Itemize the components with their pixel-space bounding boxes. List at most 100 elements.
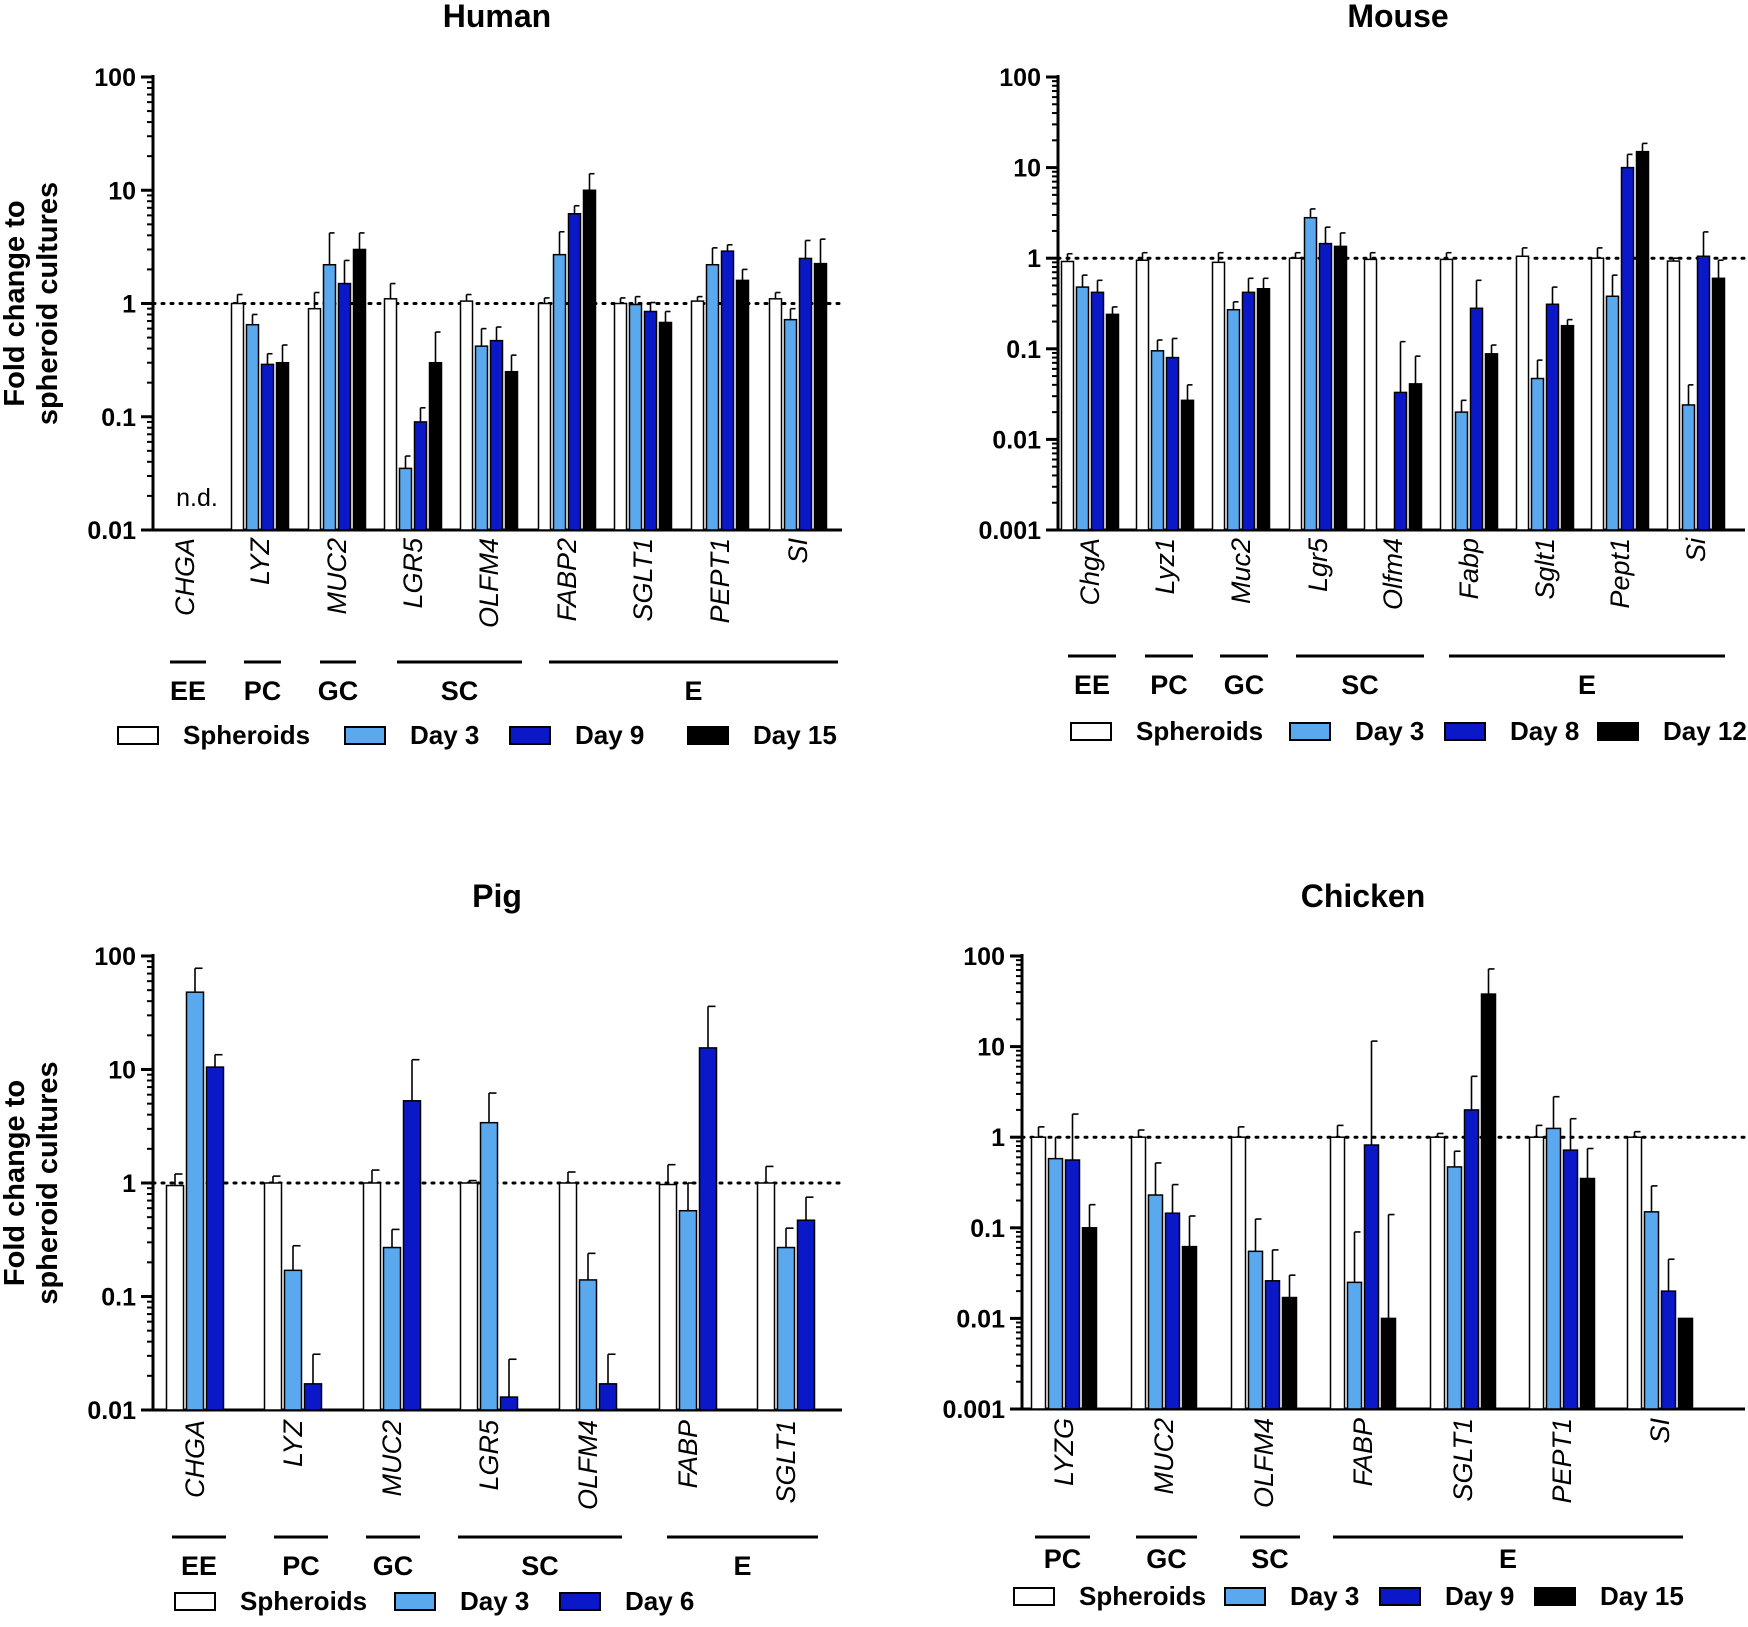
bar-day-3 [1530,377,1545,531]
legend-label: Day 12 [1663,716,1747,746]
bar-day-3 [1147,1194,1164,1410]
y-axis-label-line1: Fold change to [0,1080,31,1286]
bar-day-12 [1180,399,1195,531]
bar-day-3 [1605,295,1620,531]
category-label: Si [1681,537,1711,562]
legend-label: Day 3 [410,720,479,750]
bar-spheroids [558,1182,578,1411]
group-label: GC [318,676,359,706]
bar-day-8 [1090,291,1105,531]
category-label: PEPT1 [1547,1418,1577,1504]
bar-day-15 [1677,1317,1694,1410]
bar-spheroids [459,300,474,531]
bar-day-12 [1333,245,1348,531]
bar-day-12 [1408,383,1423,531]
y-tick-label: 10 [1013,155,1041,183]
category-label: ChgA [1075,538,1105,606]
bar-spheroids [383,298,398,531]
y-tick-label: 1 [991,1124,1005,1152]
bar-day-15 [1380,1317,1397,1410]
chart-title: Pig [472,878,522,914]
bar-day-9 [798,257,813,531]
bar-spheroids [756,1182,776,1411]
bar-day-12 [1560,324,1575,531]
y-tick-label: 1 [122,1170,136,1198]
bar-spheroids [1130,1136,1147,1410]
category-label: MUC2 [322,538,352,615]
legend-swatch-day-3 [1289,722,1331,741]
group-label: E [733,1551,751,1581]
bar-day-3 [1545,1127,1562,1410]
bar-day-3 [1047,1157,1064,1410]
legend-label: Day 9 [1445,1581,1514,1611]
bar-day-6 [205,1066,225,1411]
legend-swatch-day-15 [687,726,729,745]
bar-day-12 [1484,353,1499,531]
bar-day-8 [1165,356,1180,531]
y-tick-label: 0.1 [101,1284,136,1312]
category-label: FABP [673,1420,703,1489]
group-label: PC [282,1551,320,1581]
category-label: Fabp [1454,538,1484,600]
bar-spheroids [613,302,628,531]
chart-title: Mouse [1347,0,1448,34]
bar-day-3 [1346,1281,1363,1410]
category-label: CHGA [180,1420,210,1498]
bar-day-3 [1446,1166,1463,1410]
legend-swatch-spheroids [1013,1587,1055,1606]
bar-day-9 [1463,1109,1480,1410]
legend-label: Day 15 [753,720,837,750]
bar-day-6 [796,1219,816,1411]
category-label: OLFM4 [1249,1418,1279,1508]
bar-day-3 [322,263,337,531]
bar-day-3 [1303,216,1318,531]
group-label: SC [1251,1544,1289,1574]
group-label: GC [1146,1544,1187,1574]
category-label: SGLT1 [771,1420,801,1504]
bar-spheroids [1429,1136,1446,1410]
group-label: EE [181,1551,217,1581]
category-label: MUC2 [377,1420,407,1497]
bar-day-15 [1281,1296,1298,1410]
category-label: Sglt1 [1530,538,1560,600]
bar-spheroids [1528,1136,1545,1410]
legend-label: Day 15 [1600,1581,1684,1611]
bar-spheroids [658,1183,678,1411]
bar-spheroids [1626,1136,1643,1410]
bar-day-15 [735,279,750,531]
bar-day-15 [428,361,443,531]
bar-spheroids [230,302,245,531]
bar-day-3 [1454,411,1469,531]
category-label: LYZ [245,537,275,586]
bar-day-9 [567,213,582,531]
bar-day-3 [479,1121,499,1411]
category-label: LGR5 [474,1419,504,1491]
bar-day-9 [1660,1290,1677,1410]
y-tick-label: 10 [977,1034,1005,1062]
group-label: PC [244,676,282,706]
category-label: FABP [1348,1418,1378,1487]
bar-day-8 [1620,166,1635,531]
legend-swatch-day-3 [394,1592,436,1611]
group-label: PC [1044,1544,1082,1574]
group-label: E [1578,670,1596,700]
bar-day-6 [402,1100,422,1411]
legend-label: Spheroids [1079,1581,1206,1611]
legend-label: Day 9 [575,720,644,750]
bar-day-3 [1150,350,1165,531]
y-tick-label: 1 [1027,245,1041,273]
bar-day-6 [303,1383,323,1411]
category-label: SI [1645,1418,1675,1444]
bar-spheroids [1666,260,1681,531]
legend-swatch-day-12 [1597,722,1639,741]
y-tick-label: 0.1 [970,1215,1005,1243]
group-label: GC [1224,670,1265,700]
group-label: PC [1150,670,1188,700]
bar-day-9 [337,282,352,531]
bar-day-15 [582,189,597,531]
bar-day-9 [1562,1149,1579,1410]
bar-day-15 [1480,993,1497,1410]
y-tick-label: 100 [963,943,1005,971]
bar-spheroids [1211,261,1226,531]
legend-label: Spheroids [1136,716,1263,746]
